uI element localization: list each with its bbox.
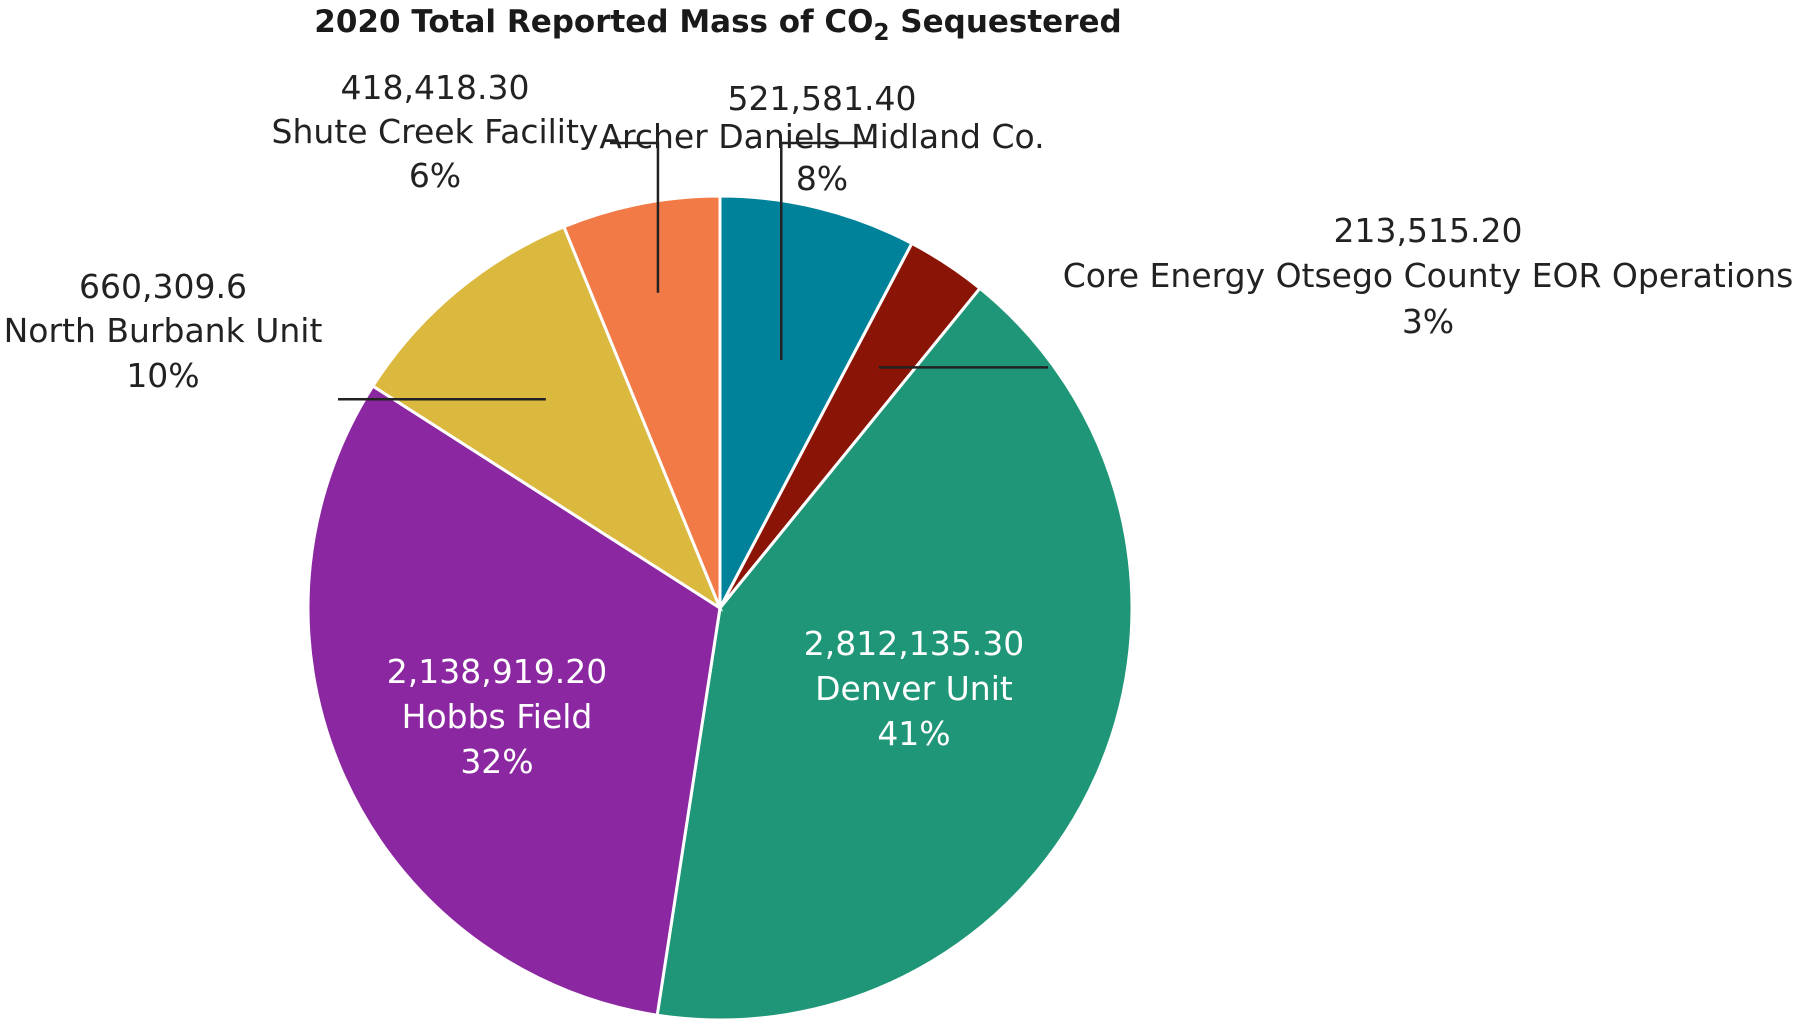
pie-slices — [306, 194, 1134, 1022]
data-label-percent-hobbs-field: 32% — [460, 742, 533, 781]
slice-denver-unit — [655, 286, 1134, 1022]
data-label-name-hobbs-field: Hobbs Field — [402, 697, 593, 736]
slice-shute-creek-facility — [561, 194, 722, 609]
data-label-value-denver-unit: 2,812,135.30 — [804, 624, 1024, 663]
data-label-name-archer-daniels-midland-co: Archer Daniels Midland Co. — [599, 117, 1044, 156]
chart-title-suffix: Sequestered — [889, 4, 1121, 40]
data-label-value-shute-creek-facility: 418,418.30 — [341, 68, 530, 107]
data-label-percent-north-burbank-unit: 10% — [126, 356, 199, 395]
data-label-value-archer-daniels-midland-co: 521,581.40 — [728, 79, 917, 118]
data-label-name-denver-unit: Denver Unit — [815, 669, 1013, 708]
chart-title-main: 2020 Total Reported Mass of CO — [314, 4, 873, 40]
data-label-percent-archer-daniels-midland-co: 8% — [796, 159, 848, 198]
data-label-value-hobbs-field: 2,138,919.20 — [387, 652, 607, 691]
data-label-value-core-energy-otsego-county-eor-operations: 213,515.20 — [1334, 211, 1523, 250]
leader-lines — [338, 141, 1048, 401]
leader-line-archer-daniels-midland-co — [780, 141, 875, 361]
data-label-percent-shute-creek-facility: 6% — [409, 156, 461, 195]
data-label-name-core-energy-otsego-county-eor-operations: Core Energy Otsego County EOR Operations — [1063, 256, 1794, 295]
chart-title: 2020 Total Reported Mass of CO2 Sequeste… — [314, 4, 1121, 46]
slice-north-burbank-unit — [370, 224, 724, 612]
leader-line-shute-creek-facility — [610, 141, 660, 293]
data-label-name-shute-creek-facility: Shute Creek Facility — [272, 112, 599, 151]
data-label-name-north-burbank-unit: North Burbank Unit — [4, 311, 323, 350]
slice-archer-daniels-midland-co — [718, 194, 914, 609]
chart-title-subscript: 2 — [873, 20, 889, 46]
data-label-percent-denver-unit: 41% — [877, 714, 950, 753]
data-label-value-north-burbank-unit: 660,309.6 — [79, 267, 247, 306]
data-label-percent-core-energy-otsego-county-eor-operations: 3% — [1402, 302, 1454, 341]
